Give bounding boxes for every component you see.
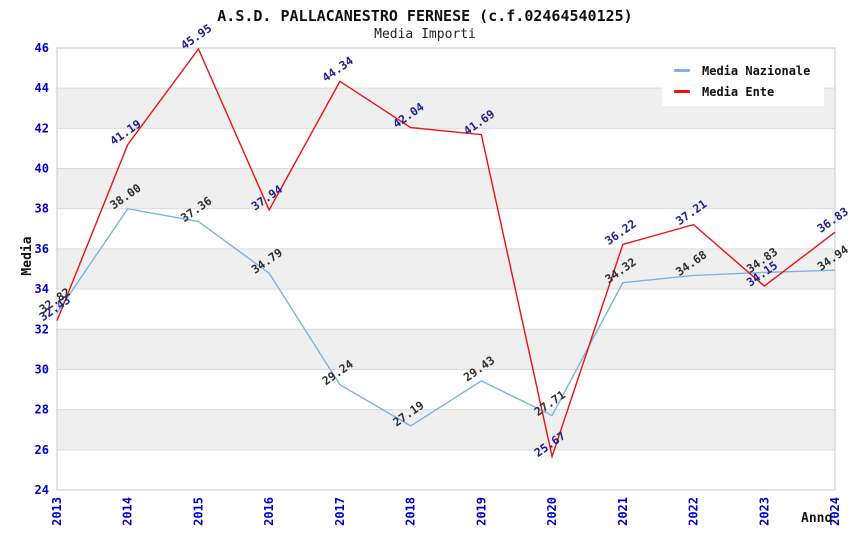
x-tick-label: 2019 — [474, 497, 488, 526]
x-tick-label: 2016 — [262, 497, 276, 526]
background-band — [57, 329, 835, 370]
x-tick-label: 2024 — [828, 497, 842, 526]
y-tick-label: 32 — [35, 322, 49, 336]
y-tick-label: 46 — [35, 41, 49, 55]
legend-label-ente: Media Ente — [702, 84, 775, 99]
x-tick-label: 2022 — [687, 497, 701, 526]
x-tick-label: 2021 — [616, 497, 630, 526]
x-tick-label: 2020 — [545, 497, 559, 526]
y-tick-label: 30 — [35, 362, 49, 376]
series-line-1 — [56, 47, 836, 460]
legend-item-media-ente: Media Ente — [674, 81, 824, 102]
y-tick-label: 26 — [35, 443, 49, 457]
legend-line-swatch-ente — [674, 90, 690, 93]
y-tick-label: 34 — [35, 282, 49, 296]
background-band — [57, 248, 835, 290]
chart-title: A.S.D. PALLACANESTRO FERNESE (c.f.024645… — [217, 7, 633, 25]
x-axis-title: Anno — [801, 511, 833, 526]
chart-subtitle: Media Importi — [374, 27, 476, 42]
series-line-0 — [56, 207, 836, 427]
y-tick-label: 28 — [35, 403, 49, 417]
x-tick-label: 2018 — [404, 497, 418, 526]
x-tick-label: 2023 — [757, 497, 771, 526]
legend-item-media-nazionale: Media Nazionale — [674, 60, 824, 81]
y-tick-label: 36 — [35, 242, 49, 256]
background-band — [57, 168, 835, 209]
x-tick-label: 2015 — [191, 497, 205, 526]
y-tick-label: 24 — [35, 483, 49, 497]
y-tick-label: 42 — [35, 121, 49, 135]
y-tick-label: 38 — [35, 202, 49, 216]
legend-line-swatch-nazionale — [674, 69, 690, 72]
y-tick-label: 44 — [35, 81, 49, 95]
x-tick-label: 2014 — [121, 497, 135, 526]
data-label-1: 36.22 — [602, 217, 638, 248]
x-tick-label: 2013 — [50, 497, 64, 526]
legend: Media Nazionale Media Ente — [662, 56, 824, 106]
plot-border — [56, 47, 836, 491]
background-band — [57, 409, 835, 450]
x-tick-label: 2017 — [333, 497, 347, 526]
data-label-1: 44.34 — [319, 53, 355, 84]
y-tick-label: 40 — [35, 162, 49, 176]
legend-label-nazionale: Media Nazionale — [702, 63, 811, 78]
